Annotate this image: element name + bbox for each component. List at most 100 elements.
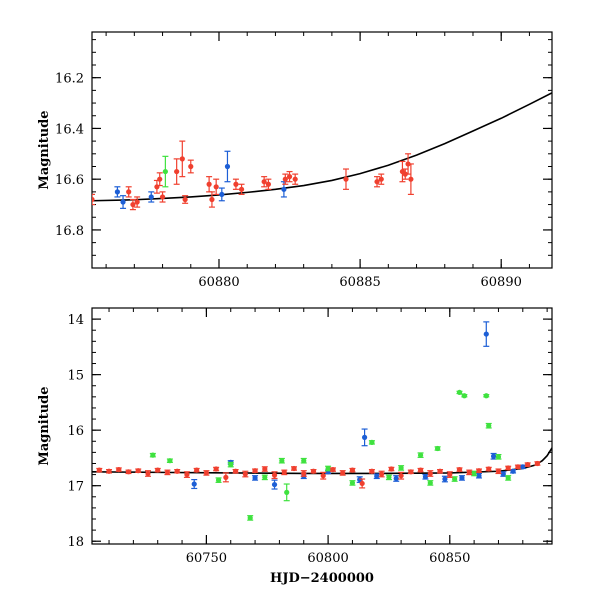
- data-point-green: [435, 445, 441, 452]
- data-point-red: [130, 201, 136, 208]
- data-point-red: [116, 466, 122, 473]
- y-tick-label: 18: [67, 535, 84, 550]
- y-tick-label: 15: [67, 369, 84, 384]
- y-tick-label: 17: [67, 480, 84, 495]
- data-point-blue: [224, 163, 231, 170]
- y-tick-label: 16.4: [55, 122, 84, 137]
- data-point-red: [292, 176, 298, 182]
- model-curve-line: [92, 92, 552, 202]
- data-point-red: [159, 194, 166, 200]
- data-point-green: [452, 476, 458, 482]
- data-point-green: [284, 489, 290, 495]
- data-point-red: [179, 156, 185, 162]
- data-point-red: [174, 468, 180, 474]
- top-panel: 60880 60885 60890 16.2 16.4 16.6 16.8 Magnitude: [37, 31, 553, 290]
- data-point-red: [378, 176, 384, 182]
- data-point-blue: [120, 199, 126, 205]
- data-point-green: [150, 452, 156, 458]
- data-point-red: [456, 466, 463, 473]
- data-point-red: [96, 467, 102, 473]
- x-tick-label: 60750: [186, 551, 227, 566]
- data-point-green: [325, 465, 331, 472]
- data-point-green: [262, 474, 268, 480]
- data-point-red: [135, 468, 141, 474]
- data-point-red: [349, 467, 356, 473]
- data-point-red: [476, 468, 482, 474]
- data-point-red: [408, 469, 414, 475]
- data-point-blue: [483, 331, 489, 337]
- data-point-red: [343, 176, 349, 182]
- data-point-red: [242, 471, 248, 477]
- data-point-red: [437, 468, 443, 474]
- data-point-blue: [191, 481, 197, 487]
- data-point-red: [271, 472, 278, 478]
- data-point-green: [247, 515, 253, 521]
- x-tick-label: 60880: [198, 275, 239, 290]
- data-point-red: [486, 466, 492, 472]
- data-point-green: [471, 470, 477, 477]
- data-point-green: [386, 474, 392, 480]
- data-point-blue: [500, 471, 506, 477]
- data-point-blue: [271, 481, 278, 488]
- data-point-blue: [252, 475, 258, 481]
- data-point-red: [330, 466, 336, 473]
- data-point-red: [427, 470, 433, 477]
- data-point-red: [310, 468, 317, 474]
- data-point-green: [167, 458, 173, 464]
- y-tick-label: 16.6: [55, 173, 84, 188]
- x-tick-label: 60885: [339, 275, 380, 290]
- data-point-green: [417, 452, 424, 458]
- data-point-blue: [219, 191, 225, 198]
- data-point-red: [106, 468, 112, 474]
- data-point-green: [301, 458, 307, 464]
- data-point-blue: [393, 475, 399, 482]
- data-point-blue: [490, 453, 497, 459]
- data-point-red: [157, 176, 163, 182]
- data-point-red: [184, 471, 190, 478]
- data-point-red: [182, 196, 188, 203]
- data-point-green: [505, 475, 511, 481]
- data-point-green: [162, 168, 168, 175]
- data-point-blue: [422, 474, 429, 480]
- data-point-red: [262, 466, 268, 472]
- data-point-red: [340, 470, 346, 476]
- y-axis-label: Magnitude: [37, 386, 52, 465]
- data-point-red: [466, 469, 472, 475]
- y-tick-label: 16: [67, 424, 84, 439]
- data-point-red: [525, 461, 531, 468]
- data-point-red: [238, 186, 245, 192]
- data-point-red: [320, 473, 326, 479]
- x-tick-label: 60890: [481, 275, 522, 290]
- data-point-red: [155, 467, 161, 473]
- data-point-red: [261, 179, 267, 185]
- plot-area: [92, 92, 552, 211]
- y-tick-label: 16.2: [55, 72, 84, 87]
- data-point-green: [486, 423, 492, 429]
- data-point-red: [379, 471, 385, 477]
- plot-frame: [91, 307, 553, 545]
- data-point-blue: [442, 476, 448, 482]
- data-point-green: [369, 439, 375, 445]
- data-point-red: [369, 468, 375, 474]
- data-point-red: [534, 460, 540, 467]
- data-point-red: [92, 196, 95, 203]
- data-point-red: [209, 196, 215, 203]
- data-point-red: [398, 473, 404, 479]
- data-point-red: [402, 171, 408, 177]
- data-point-blue: [114, 189, 120, 195]
- data-point-red: [164, 469, 171, 475]
- data-point-blue: [520, 464, 526, 470]
- data-point-red: [174, 168, 180, 175]
- y-tick-label: 16.8: [55, 224, 84, 239]
- data-point-red: [213, 184, 219, 190]
- y-tick-label: 14: [67, 313, 84, 328]
- data-point-green: [461, 393, 467, 399]
- data-point-blue: [510, 468, 516, 474]
- data-point-green: [349, 480, 356, 486]
- data-point-red: [145, 470, 151, 477]
- data-point-red: [291, 465, 297, 472]
- data-point-red: [194, 467, 200, 473]
- data-point-red: [203, 470, 209, 476]
- data-point-green: [483, 393, 489, 399]
